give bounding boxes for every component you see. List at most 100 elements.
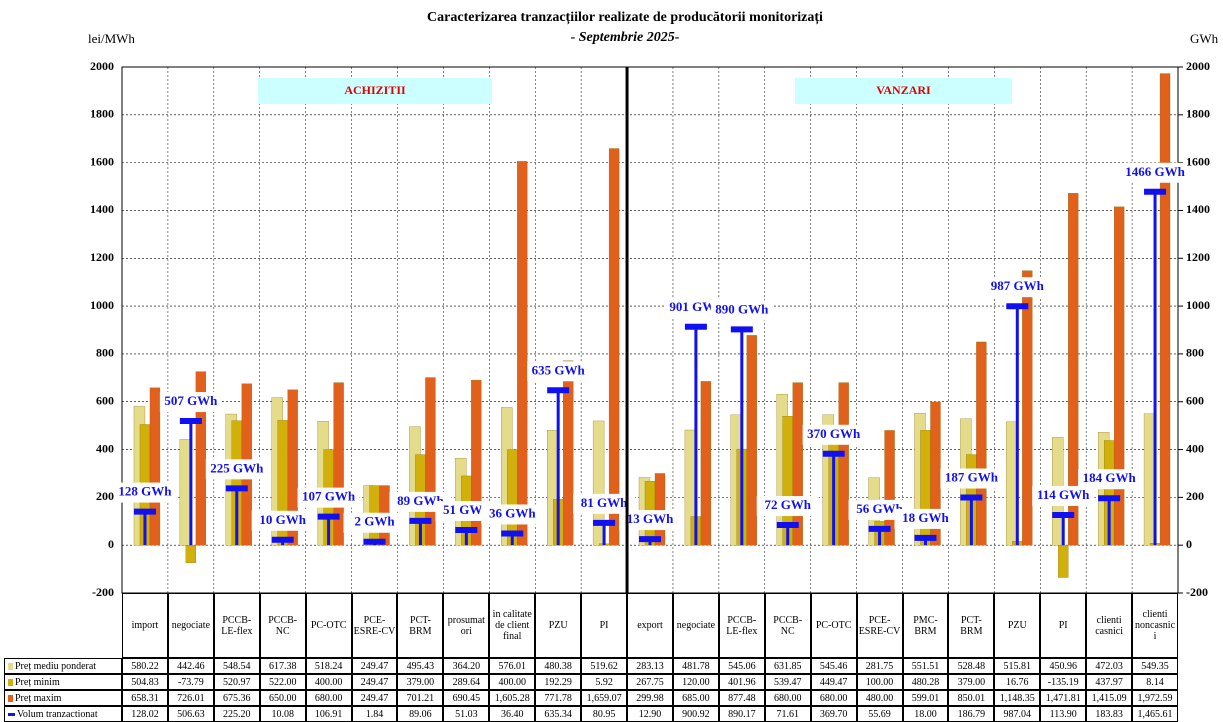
- data-label: 10 GWh: [259, 512, 306, 527]
- table-cell: 480.28: [902, 674, 949, 690]
- table-cell: 771.78: [535, 690, 582, 706]
- bar: [700, 381, 712, 546]
- table-cell: 1,972.59: [1132, 690, 1178, 706]
- bar: [425, 377, 436, 546]
- data-label-box: [1124, 162, 1187, 183]
- y2-tick-label: 2000: [1186, 59, 1210, 73]
- table-cell: 635.34: [535, 706, 582, 722]
- legend-swatch: [8, 678, 13, 686]
- legend-swatch: [8, 694, 13, 702]
- chart-title: Caracterizarea tranzacțiilor realizate d…: [427, 10, 823, 25]
- bar: [792, 382, 803, 546]
- annotation-box: [258, 78, 492, 104]
- annotation: ACHIZITII: [344, 83, 406, 97]
- volume-marker: [455, 526, 478, 546]
- bar: [592, 420, 605, 546]
- y-tick-label: -200: [92, 585, 114, 599]
- y-tick-label: 1600: [90, 154, 114, 168]
- volume-marker: [593, 519, 616, 546]
- table-cell: 299.98: [627, 690, 673, 706]
- table-cell: 369.70: [810, 706, 857, 722]
- category-label: PMC-BRM: [902, 593, 949, 658]
- table-cell: 726.01: [167, 690, 214, 706]
- category-label: PC-OTC: [810, 593, 857, 658]
- table-cell: 528.48: [948, 658, 995, 674]
- table-cell: 281.75: [856, 658, 903, 674]
- volume-marker: [179, 418, 202, 546]
- data-label-box: [986, 277, 1049, 298]
- table-cell: 5.92: [581, 674, 628, 690]
- bar: [654, 473, 666, 546]
- table-cell: 12.90: [627, 706, 673, 722]
- bar: [1006, 421, 1018, 546]
- table-cell: 680.00: [810, 690, 857, 706]
- data-label-box: [710, 300, 773, 321]
- legend-text: Preț minim: [15, 676, 60, 688]
- table-cell: 545.46: [810, 658, 857, 674]
- y-tick-label: 1200: [90, 250, 114, 264]
- data-label-box: [251, 510, 314, 531]
- data-label: 18 GWh: [902, 510, 949, 525]
- volume-marker: [776, 522, 799, 546]
- y-tick-label: 1400: [90, 202, 114, 216]
- legend-text: Preț maxim: [15, 692, 62, 704]
- data-label-box: [343, 512, 406, 533]
- data-label-box: [113, 482, 176, 503]
- table-cell: 10.08: [259, 706, 306, 722]
- legend-text: Volum tranzactionat: [17, 708, 98, 720]
- bar: [1058, 545, 1069, 578]
- data-label: 89 GWh: [397, 493, 444, 508]
- legend-entry: Preț maxim: [4, 690, 122, 706]
- legend-swatch: [8, 662, 13, 670]
- table-cell: 89.06: [397, 706, 444, 722]
- category-label: PI: [1040, 593, 1087, 658]
- bar: [1143, 413, 1156, 546]
- data-label: 56 GWh: [856, 501, 903, 516]
- category-label: PCT-BRM: [948, 593, 995, 658]
- legend-entry: Preț minim: [4, 674, 122, 690]
- table-cell: 650.00: [259, 690, 306, 706]
- table-cell: 522.00: [259, 674, 306, 690]
- table-cell: 675.36: [213, 690, 260, 706]
- table-cell: 617.38: [259, 658, 306, 674]
- table-cell: 1,415.09: [1086, 690, 1133, 706]
- volume-marker: [914, 534, 937, 546]
- bar: [149, 387, 161, 546]
- data-label: 2 GWh: [354, 514, 395, 529]
- table-cell: 100.00: [856, 674, 903, 690]
- bar: [608, 148, 620, 546]
- table-cell: 18.00: [902, 706, 949, 722]
- table-cell: 680.00: [764, 690, 811, 706]
- category-label: in calitate de client final: [489, 593, 536, 658]
- table-cell: 36.40: [489, 706, 536, 722]
- table-cell: 249.47: [351, 690, 398, 706]
- table-cell: 400.00: [305, 674, 352, 690]
- volume-marker: [1006, 303, 1029, 546]
- category-label: PCCB-NC: [764, 593, 811, 658]
- bar: [517, 161, 528, 546]
- table-cell: 379.00: [948, 674, 995, 690]
- volume-marker: [1144, 188, 1167, 546]
- y2-axis-title: GWh: [1190, 31, 1219, 46]
- table-cell: 506.63: [167, 706, 214, 722]
- y2-tick-label: -200: [1186, 585, 1208, 599]
- table-cell: 520.97: [213, 674, 260, 690]
- table-cell: 289.64: [443, 674, 490, 690]
- data-label: 635 GWh: [532, 362, 586, 377]
- bar: [838, 382, 849, 546]
- table-cell: 599.01: [902, 690, 949, 706]
- y2-tick-label: 1200: [1186, 250, 1210, 264]
- data-label-box: [159, 392, 222, 413]
- bar: [1113, 206, 1125, 546]
- category-label: PCCB-LE-flex: [718, 593, 765, 658]
- category-label: PCE-ESRE-CV: [856, 593, 903, 658]
- table-cell: 379.00: [397, 674, 444, 690]
- volume-marker: [1098, 495, 1121, 546]
- table-cell: -73.79: [167, 674, 214, 690]
- data-label-box: [802, 424, 865, 445]
- bar: [884, 430, 895, 546]
- table-cell: 401.96: [718, 674, 765, 690]
- category-label: PCE-ESRE-CV: [351, 593, 398, 658]
- table-cell: 515.81: [994, 658, 1041, 674]
